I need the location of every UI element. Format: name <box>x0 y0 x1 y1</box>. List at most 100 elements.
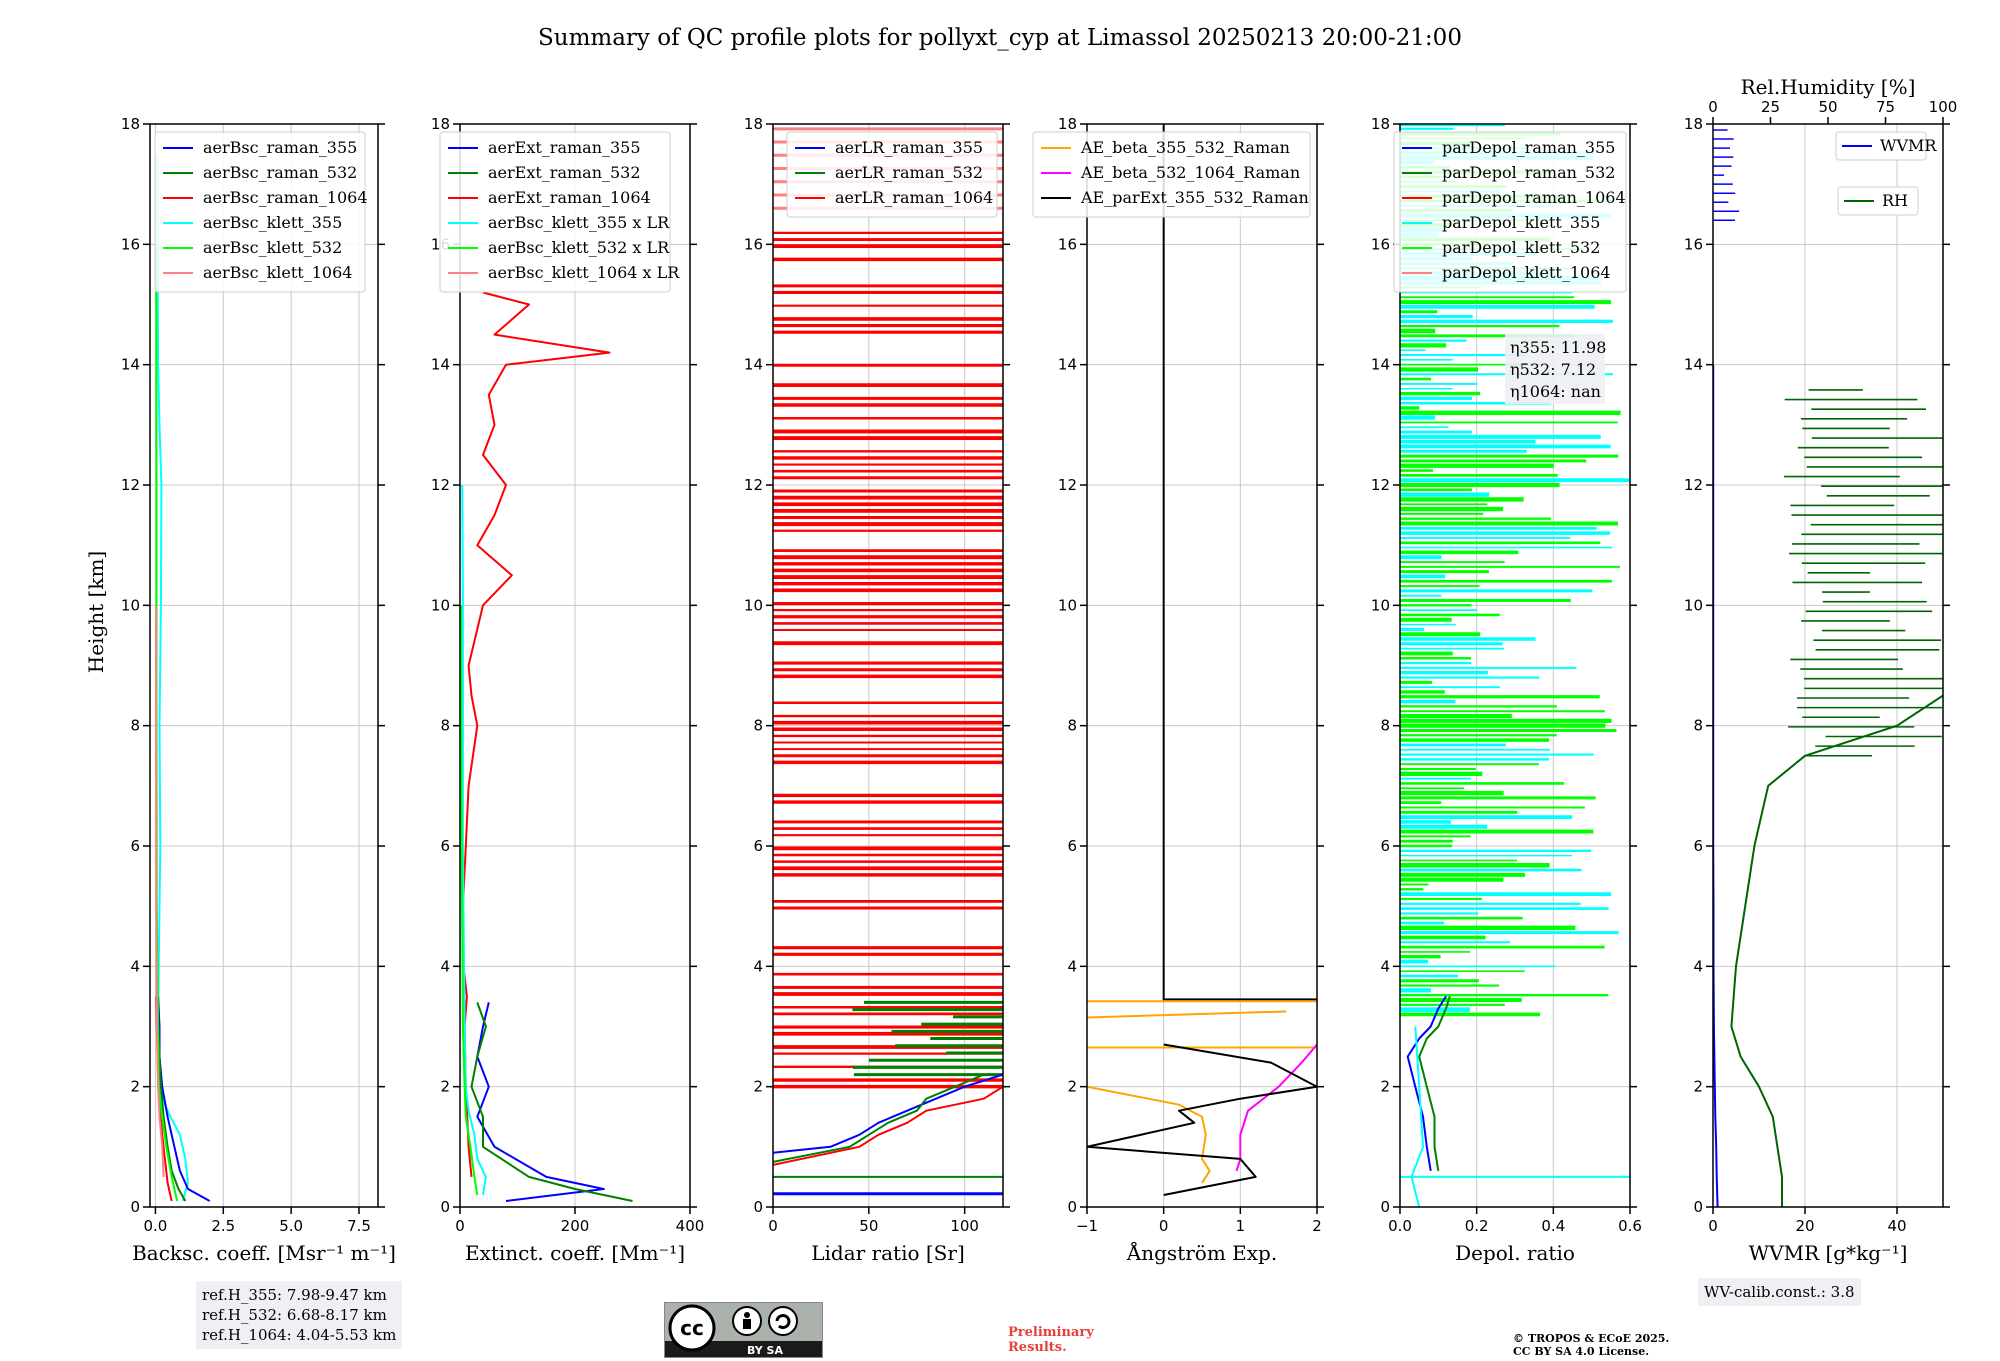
y-tick-label: 10 <box>1058 596 1077 614</box>
legend-label: aerBsc_klett_1064 <box>203 263 352 282</box>
series-aerBsc_klett_355 x LR <box>461 484 487 1196</box>
ref-height-355: ref.H_355: 7.98-9.47 km <box>202 1286 387 1304</box>
y-tick-label: 2 <box>1693 1078 1703 1096</box>
legend-label: aerLR_raman_532 <box>835 163 983 182</box>
legend-label: AE_beta_355_532_Raman <box>1080 138 1290 157</box>
preliminary-note: Preliminary Results. <box>1008 1325 1094 1355</box>
svg-text:cc: cc <box>680 1316 704 1340</box>
data-layer-lr <box>773 127 1003 1196</box>
x-tick-label: 7.5 <box>347 1217 371 1235</box>
series-WVMR <box>1713 364 1719 1207</box>
x-tick-label: 0 <box>1708 1217 1718 1235</box>
y-tick-label: 12 <box>121 476 140 494</box>
y-tick-label: 4 <box>1067 957 1077 975</box>
legend-ae: AE_beta_355_532_Raman AE_beta_532_1064_Ra… <box>1032 131 1311 218</box>
x-tick-label: 0 <box>455 1217 465 1235</box>
y-axis-label: Height [km] <box>84 551 108 673</box>
x-tick-label: −1 <box>1076 1217 1098 1235</box>
series-parDepol_raman_532 <box>1418 996 1451 1172</box>
y-tick-label: 14 <box>1058 356 1077 374</box>
x-axis-label: Depol. ratio <box>1455 1241 1575 1265</box>
axes-frame <box>1086 123 1318 1208</box>
legend-label: aerExt_raman_532 <box>488 163 641 182</box>
panel-bsc: 0.0 2.5 5.0 7.5 0 2 4 6 8 10 12 14 16 18 Backsc. coeff… <box>121 115 396 1265</box>
panel-depol: 0.0 0.2 0.4 0.6 0 2 4 6 8 10 12 14 16 18 Depol. ratio p… <box>1371 115 1642 1265</box>
y-tick-label: 0 <box>753 1198 763 1216</box>
y-tick-label: 8 <box>1380 717 1390 735</box>
eta-value: η355: 11.98 <box>1510 338 1606 357</box>
x-tick-label: 2.5 <box>211 1217 235 1235</box>
ae-parext-upper <box>1162 124 1317 1001</box>
y-tick-label: 4 <box>753 957 763 975</box>
legend-label: aerBsc_klett_532 x LR <box>488 238 670 257</box>
y-tick-label: 8 <box>440 717 450 735</box>
y-tick-label: 6 <box>1380 837 1390 855</box>
legend-bsc: aerBsc_raman_355 aerBsc_raman_532 aerBsc_r… <box>154 131 368 293</box>
legend-label: aerBsc_klett_355 <box>203 213 342 232</box>
x-axis-label: Lidar ratio [Sr] <box>811 1241 965 1265</box>
x-tick-label: 5.0 <box>279 1217 303 1235</box>
y-tick-label: 16 <box>1684 235 1703 253</box>
y-tick-label: 6 <box>130 837 140 855</box>
y-tick-label: 12 <box>1058 476 1077 494</box>
x-tick-label: 0 <box>1159 1217 1169 1235</box>
x2-tick-label: 0 <box>1708 98 1718 116</box>
legend-WVMR: WVMR <box>1835 131 1937 161</box>
y-tick-label: 6 <box>1693 837 1703 855</box>
y-tick-label: 8 <box>753 717 763 735</box>
legend-label: aerExt_raman_355 <box>488 138 641 157</box>
series-aerLR_raman_532 <box>773 1073 985 1163</box>
y-tick-label: 2 <box>440 1078 450 1096</box>
x-tick-label: 0.4 <box>1541 1217 1565 1235</box>
legend-box <box>1032 131 1311 218</box>
ref-height-1064: ref.H_1064: 4.04-5.53 km <box>202 1326 397 1344</box>
license-badge: cc BY SA <box>664 1302 823 1358</box>
y-tick-label: 16 <box>1058 235 1077 253</box>
series-RH <box>1730 694 1943 1207</box>
data-layer-wv <box>1713 129 1943 1207</box>
legend-label: aerBsc_klett_355 x LR <box>488 213 670 232</box>
ref-height-532: ref.H_532: 6.68-8.17 km <box>202 1306 387 1324</box>
y-tick-label: 18 <box>431 115 450 133</box>
copyright-line-2: CC BY SA 4.0 License. <box>1513 1345 1650 1358</box>
copyright-note: © TROPOS & ECoE 2025. CC BY SA 4.0 Licen… <box>1513 1332 1669 1358</box>
wv-calib-const: WV-calib.const.: 3.8 <box>1704 1283 1855 1301</box>
series-aerExt_raman_355 <box>476 1002 605 1202</box>
series-aerExt_raman_532 <box>470 1002 633 1202</box>
eta-box <box>1505 334 1605 404</box>
license-badge-text: BY SA <box>747 1344 784 1357</box>
y-tick-label: 18 <box>1684 115 1703 133</box>
y-tick-label: 16 <box>1371 235 1390 253</box>
x2-tick-label: 100 <box>1929 98 1958 116</box>
x2-axis-label: Rel.Humidity [%] <box>1741 75 1916 99</box>
eta-annotation: η355: 11.98 η532: 7.12 η1064: nan <box>1505 334 1606 404</box>
legend-label: aerBsc_raman_355 <box>203 138 357 157</box>
legend-label: aerBsc_klett_532 <box>203 238 342 257</box>
x-tick-label: 20 <box>1795 1217 1814 1235</box>
series-aerBsc_klett_355 <box>155 154 189 1202</box>
x-tick-label: 0.6 <box>1618 1217 1642 1235</box>
axes-frame <box>149 123 379 1208</box>
y-tick-label: 0 <box>1693 1198 1703 1216</box>
x-axis-label: Ångström Exp. <box>1126 1240 1277 1265</box>
y-tick-label: 18 <box>1371 115 1390 133</box>
series-aerBsc_klett_532 x LR <box>460 605 479 1196</box>
series-aerLR_raman_1064 <box>773 1085 1003 1166</box>
wv-calibration-box: WV-calib.const.: 3.8 <box>1698 1278 1861 1306</box>
y-tick-label: 10 <box>1371 596 1390 614</box>
legend-label: parDepol_klett_532 <box>1442 238 1600 257</box>
y-tick-label: 10 <box>1684 596 1703 614</box>
preliminary-line-2: Results. <box>1008 1340 1067 1355</box>
data-layer-ae <box>1087 124 1317 1196</box>
legend-label: parDepol_raman_1064 <box>1442 188 1626 207</box>
y-tick-label: 16 <box>744 235 763 253</box>
y-tick-label: 12 <box>431 476 450 494</box>
y-tick-label: 10 <box>744 596 763 614</box>
series-AE_beta_532_1064_Raman <box>1235 1043 1317 1172</box>
series-aerBsc_klett_1064 <box>155 605 165 1177</box>
panel-ext: 0200400024681012141618Extinct. coeff. [M… <box>431 115 704 1265</box>
series-aerLR_raman_355 <box>773 1073 1003 1154</box>
legend-box <box>154 131 366 293</box>
legend-label: parDepol_klett_355 <box>1442 213 1600 232</box>
